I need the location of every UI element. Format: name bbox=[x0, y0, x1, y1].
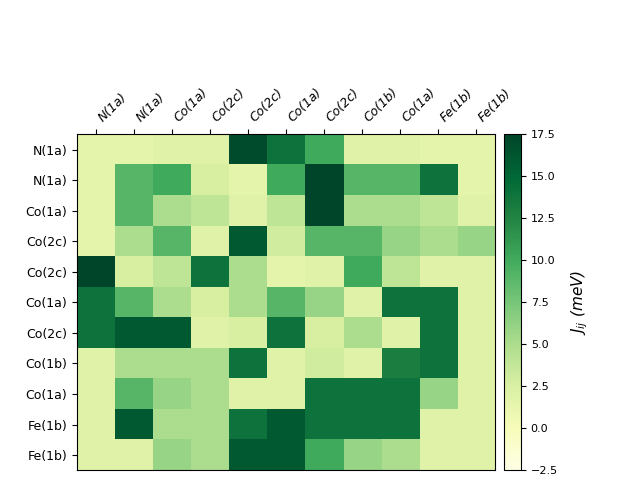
Y-axis label: $J_{ij}$ (meV): $J_{ij}$ (meV) bbox=[569, 270, 589, 335]
